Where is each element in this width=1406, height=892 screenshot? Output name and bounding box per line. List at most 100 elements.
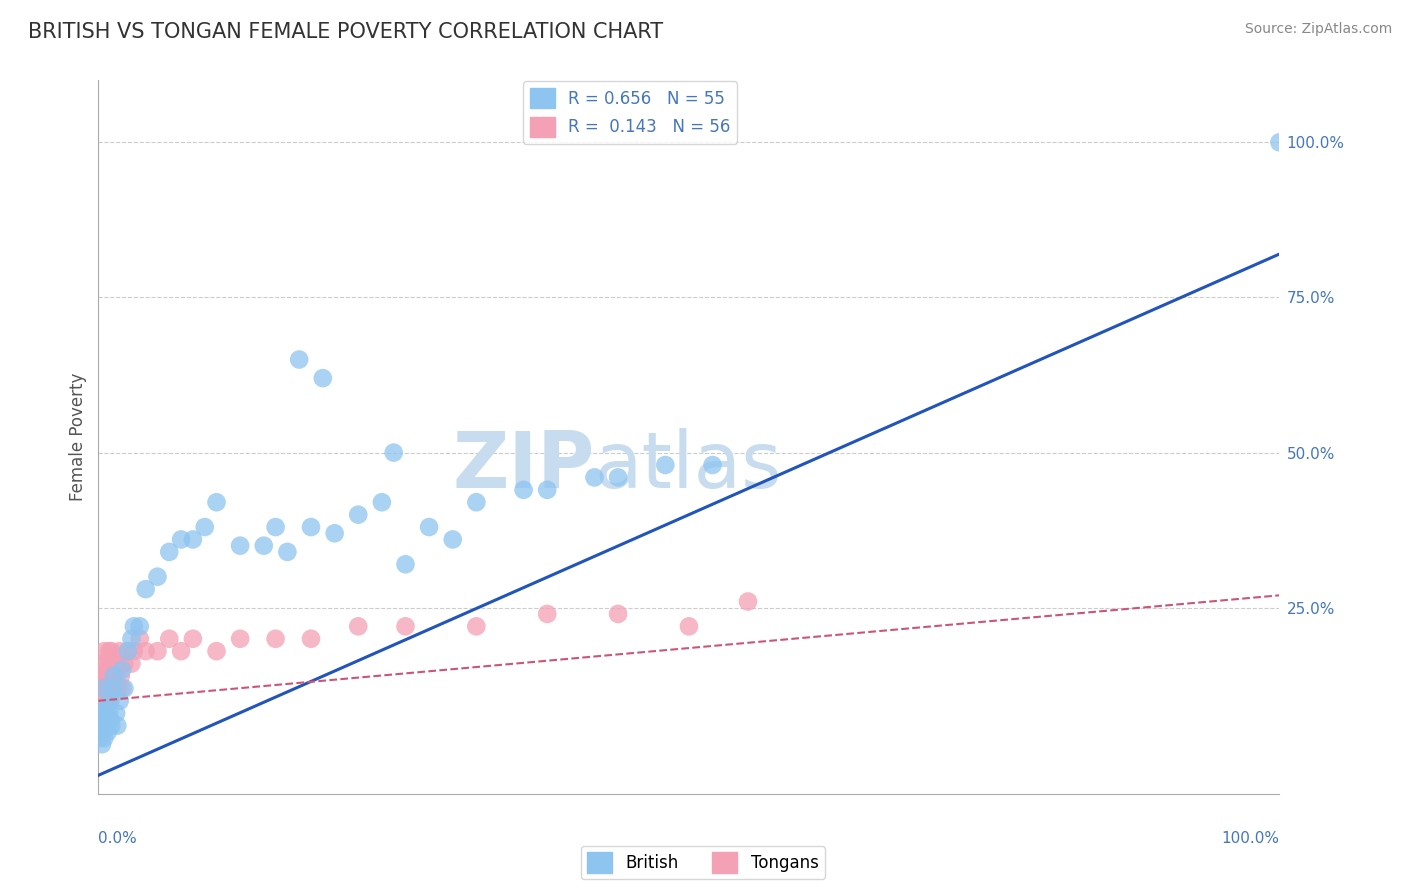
Text: BRITISH VS TONGAN FEMALE POVERTY CORRELATION CHART: BRITISH VS TONGAN FEMALE POVERTY CORRELA… bbox=[28, 22, 664, 42]
Point bbox=[98, 681, 121, 696]
Point bbox=[536, 607, 558, 621]
Point bbox=[100, 644, 122, 658]
Point bbox=[253, 539, 276, 553]
Point bbox=[264, 632, 287, 646]
Point bbox=[299, 520, 322, 534]
Point bbox=[128, 632, 150, 646]
Point bbox=[112, 657, 135, 671]
Point bbox=[121, 632, 143, 646]
Point bbox=[97, 694, 120, 708]
Point bbox=[96, 718, 118, 732]
Text: ZIP: ZIP bbox=[453, 427, 595, 504]
Point bbox=[91, 657, 114, 671]
Point bbox=[288, 352, 311, 367]
Legend: British, Tongans: British, Tongans bbox=[581, 846, 825, 880]
Point bbox=[91, 718, 114, 732]
Text: 0.0%: 0.0% bbox=[98, 831, 138, 846]
Point bbox=[111, 663, 134, 677]
Point bbox=[157, 545, 180, 559]
Point bbox=[157, 632, 180, 646]
Point bbox=[107, 681, 129, 696]
Text: Source: ZipAtlas.com: Source: ZipAtlas.com bbox=[1244, 22, 1392, 37]
Point bbox=[465, 619, 488, 633]
Point bbox=[276, 545, 298, 559]
Point bbox=[91, 737, 114, 751]
Point bbox=[91, 694, 114, 708]
Point bbox=[91, 724, 114, 739]
Point bbox=[181, 533, 204, 547]
Point bbox=[93, 706, 115, 721]
Point bbox=[89, 731, 111, 745]
Y-axis label: Female Poverty: Female Poverty bbox=[69, 373, 87, 501]
Point bbox=[607, 607, 630, 621]
Point bbox=[347, 508, 370, 522]
Point bbox=[382, 445, 405, 459]
Point bbox=[91, 706, 114, 721]
Point bbox=[135, 644, 157, 658]
Point bbox=[111, 681, 134, 696]
Point bbox=[97, 669, 120, 683]
Point bbox=[100, 681, 122, 696]
Point bbox=[94, 700, 117, 714]
Point bbox=[121, 657, 143, 671]
Point bbox=[89, 706, 111, 721]
Point bbox=[170, 644, 193, 658]
Point bbox=[100, 718, 122, 732]
Point bbox=[98, 644, 121, 658]
Point bbox=[678, 619, 700, 633]
Point bbox=[135, 582, 157, 596]
Point bbox=[94, 694, 117, 708]
Point bbox=[418, 520, 440, 534]
Point bbox=[90, 669, 112, 683]
Point bbox=[181, 632, 204, 646]
Point bbox=[94, 669, 117, 683]
Point bbox=[91, 706, 114, 721]
Point bbox=[347, 619, 370, 633]
Point bbox=[146, 570, 169, 584]
Point bbox=[93, 713, 115, 727]
Point bbox=[112, 681, 135, 696]
Point bbox=[146, 644, 169, 658]
Text: atlas: atlas bbox=[595, 427, 782, 504]
Point bbox=[371, 495, 394, 509]
Point bbox=[105, 657, 128, 671]
Point bbox=[93, 731, 115, 745]
Point bbox=[205, 495, 228, 509]
Point bbox=[607, 470, 630, 484]
Point bbox=[122, 619, 145, 633]
Point bbox=[465, 495, 488, 509]
Point bbox=[98, 694, 121, 708]
Point bbox=[105, 706, 128, 721]
Point bbox=[91, 669, 114, 683]
Point bbox=[97, 724, 120, 739]
Point bbox=[299, 632, 322, 646]
Point bbox=[110, 669, 132, 683]
Point bbox=[583, 470, 606, 484]
Point bbox=[323, 526, 346, 541]
Point bbox=[194, 520, 217, 534]
Point bbox=[170, 533, 193, 547]
Point bbox=[90, 718, 112, 732]
Point bbox=[229, 539, 252, 553]
Point bbox=[536, 483, 558, 497]
Point bbox=[117, 644, 139, 658]
Point bbox=[90, 718, 112, 732]
Point bbox=[104, 681, 127, 696]
Point bbox=[229, 632, 252, 646]
Point bbox=[394, 558, 416, 572]
Point bbox=[103, 657, 125, 671]
Point bbox=[91, 681, 114, 696]
Point bbox=[101, 681, 124, 696]
Point bbox=[1268, 136, 1291, 150]
Point bbox=[205, 644, 228, 658]
Point bbox=[702, 458, 724, 472]
Point bbox=[441, 533, 464, 547]
Point bbox=[654, 458, 676, 472]
Point bbox=[93, 644, 115, 658]
Point bbox=[98, 657, 121, 671]
Point bbox=[96, 657, 118, 671]
Point bbox=[108, 644, 131, 658]
Point bbox=[105, 669, 128, 683]
Point bbox=[89, 724, 111, 739]
Point bbox=[91, 681, 114, 696]
